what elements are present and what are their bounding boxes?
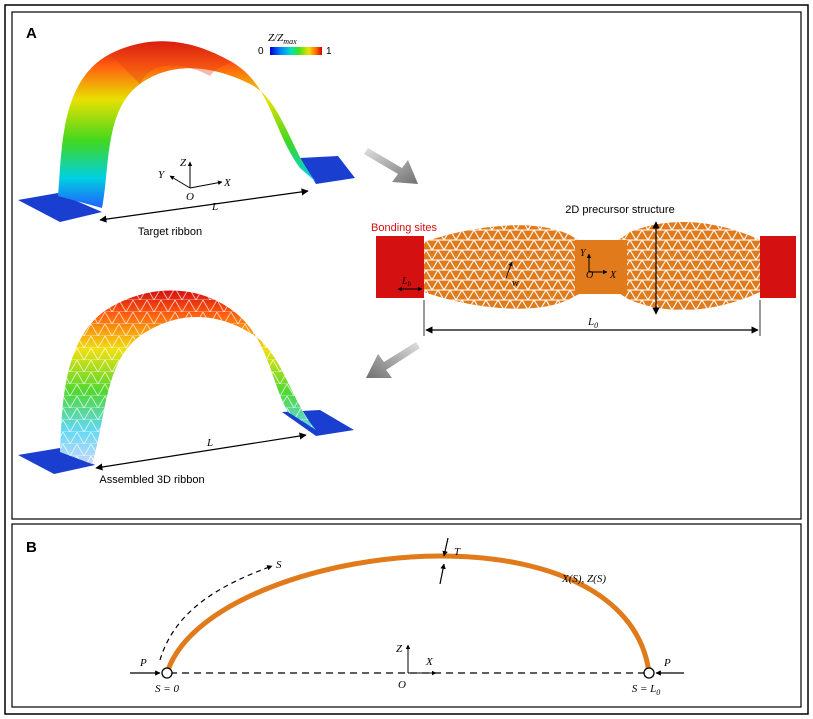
target-ribbon-caption: Target ribbon xyxy=(138,226,202,238)
ribbon-surface xyxy=(58,41,316,208)
target-axis-z: Z xyxy=(180,157,187,169)
colorbar-gradient xyxy=(270,47,322,55)
start-label: S = 0 xyxy=(155,683,179,695)
substrate-right xyxy=(300,156,355,184)
target-ribbon xyxy=(18,41,355,222)
process-arrow-1 xyxy=(364,148,418,184)
target-axis-origin: O xyxy=(186,191,194,203)
precursor-axis-y: Y xyxy=(580,248,587,259)
pin-right xyxy=(643,667,655,679)
assembled-length-arrow xyxy=(95,432,307,471)
target-length-label: L xyxy=(211,201,218,213)
target-axis-x: X xyxy=(223,177,232,189)
precursor-structure: 2D precursor structure Bonding sites xyxy=(371,204,796,310)
precursor-dimensions: Lb w Y X O L0 xyxy=(397,221,761,336)
force-left-label: P xyxy=(139,657,147,669)
ribbon-edge xyxy=(110,41,232,84)
assembled-substrate-left xyxy=(18,448,95,474)
arc-length-arrow xyxy=(159,565,273,661)
colorbar: Z/Zmax 0 1 xyxy=(258,32,332,57)
end-label: S = L0 xyxy=(632,683,661,697)
target-length-arrow xyxy=(99,188,309,223)
assembled-mesh xyxy=(60,290,316,464)
panel-b-label: B xyxy=(26,539,37,556)
panel-b-diagram: S T X(S), Z(S) P P S = 0 S = L0 Z X O xyxy=(130,537,684,697)
colorbar-max-label: 1 xyxy=(326,46,332,57)
bonding-length-label: Lb xyxy=(401,276,412,288)
b-axis-z: Z xyxy=(396,643,403,655)
colorbar-title: Z/Zmax xyxy=(268,32,297,46)
thickness-label: T xyxy=(454,546,461,558)
precursor-axis-x: X xyxy=(609,270,617,281)
process-arrow-2 xyxy=(366,342,420,378)
force-right-label: P xyxy=(663,657,671,669)
figure-frame xyxy=(4,4,809,715)
colorbar-min-label: 0 xyxy=(258,46,264,57)
b-axis-x: X xyxy=(425,656,434,668)
arc-length-label: S xyxy=(276,559,282,571)
bonding-site-right xyxy=(760,236,796,298)
substrate-left xyxy=(18,193,102,222)
assembled-length-label: L xyxy=(206,437,213,449)
panel-a-frame xyxy=(11,11,802,520)
width-label: w xyxy=(512,278,519,289)
ribbon-arc xyxy=(164,553,652,674)
target-axes: Z X Y O xyxy=(158,157,232,203)
curve-label: X(S), Z(S) xyxy=(561,573,606,585)
assembled-ribbon xyxy=(18,290,354,474)
target-axis-y: Y xyxy=(158,169,166,181)
precursor-title: 2D precursor structure xyxy=(565,204,674,216)
precursor-axis-origin: O xyxy=(586,270,593,281)
pin-left xyxy=(161,667,173,679)
assembled-ribbon-caption: Assembled 3D ribbon xyxy=(99,474,204,486)
panel-b-frame xyxy=(11,523,802,708)
precursor-length-label: L0 xyxy=(587,316,598,330)
bonding-sites-label: Bonding sites xyxy=(371,222,438,234)
precursor-neck-solid xyxy=(575,240,627,294)
b-axis-origin: O xyxy=(398,679,406,691)
panel-a-label: A xyxy=(26,25,37,42)
